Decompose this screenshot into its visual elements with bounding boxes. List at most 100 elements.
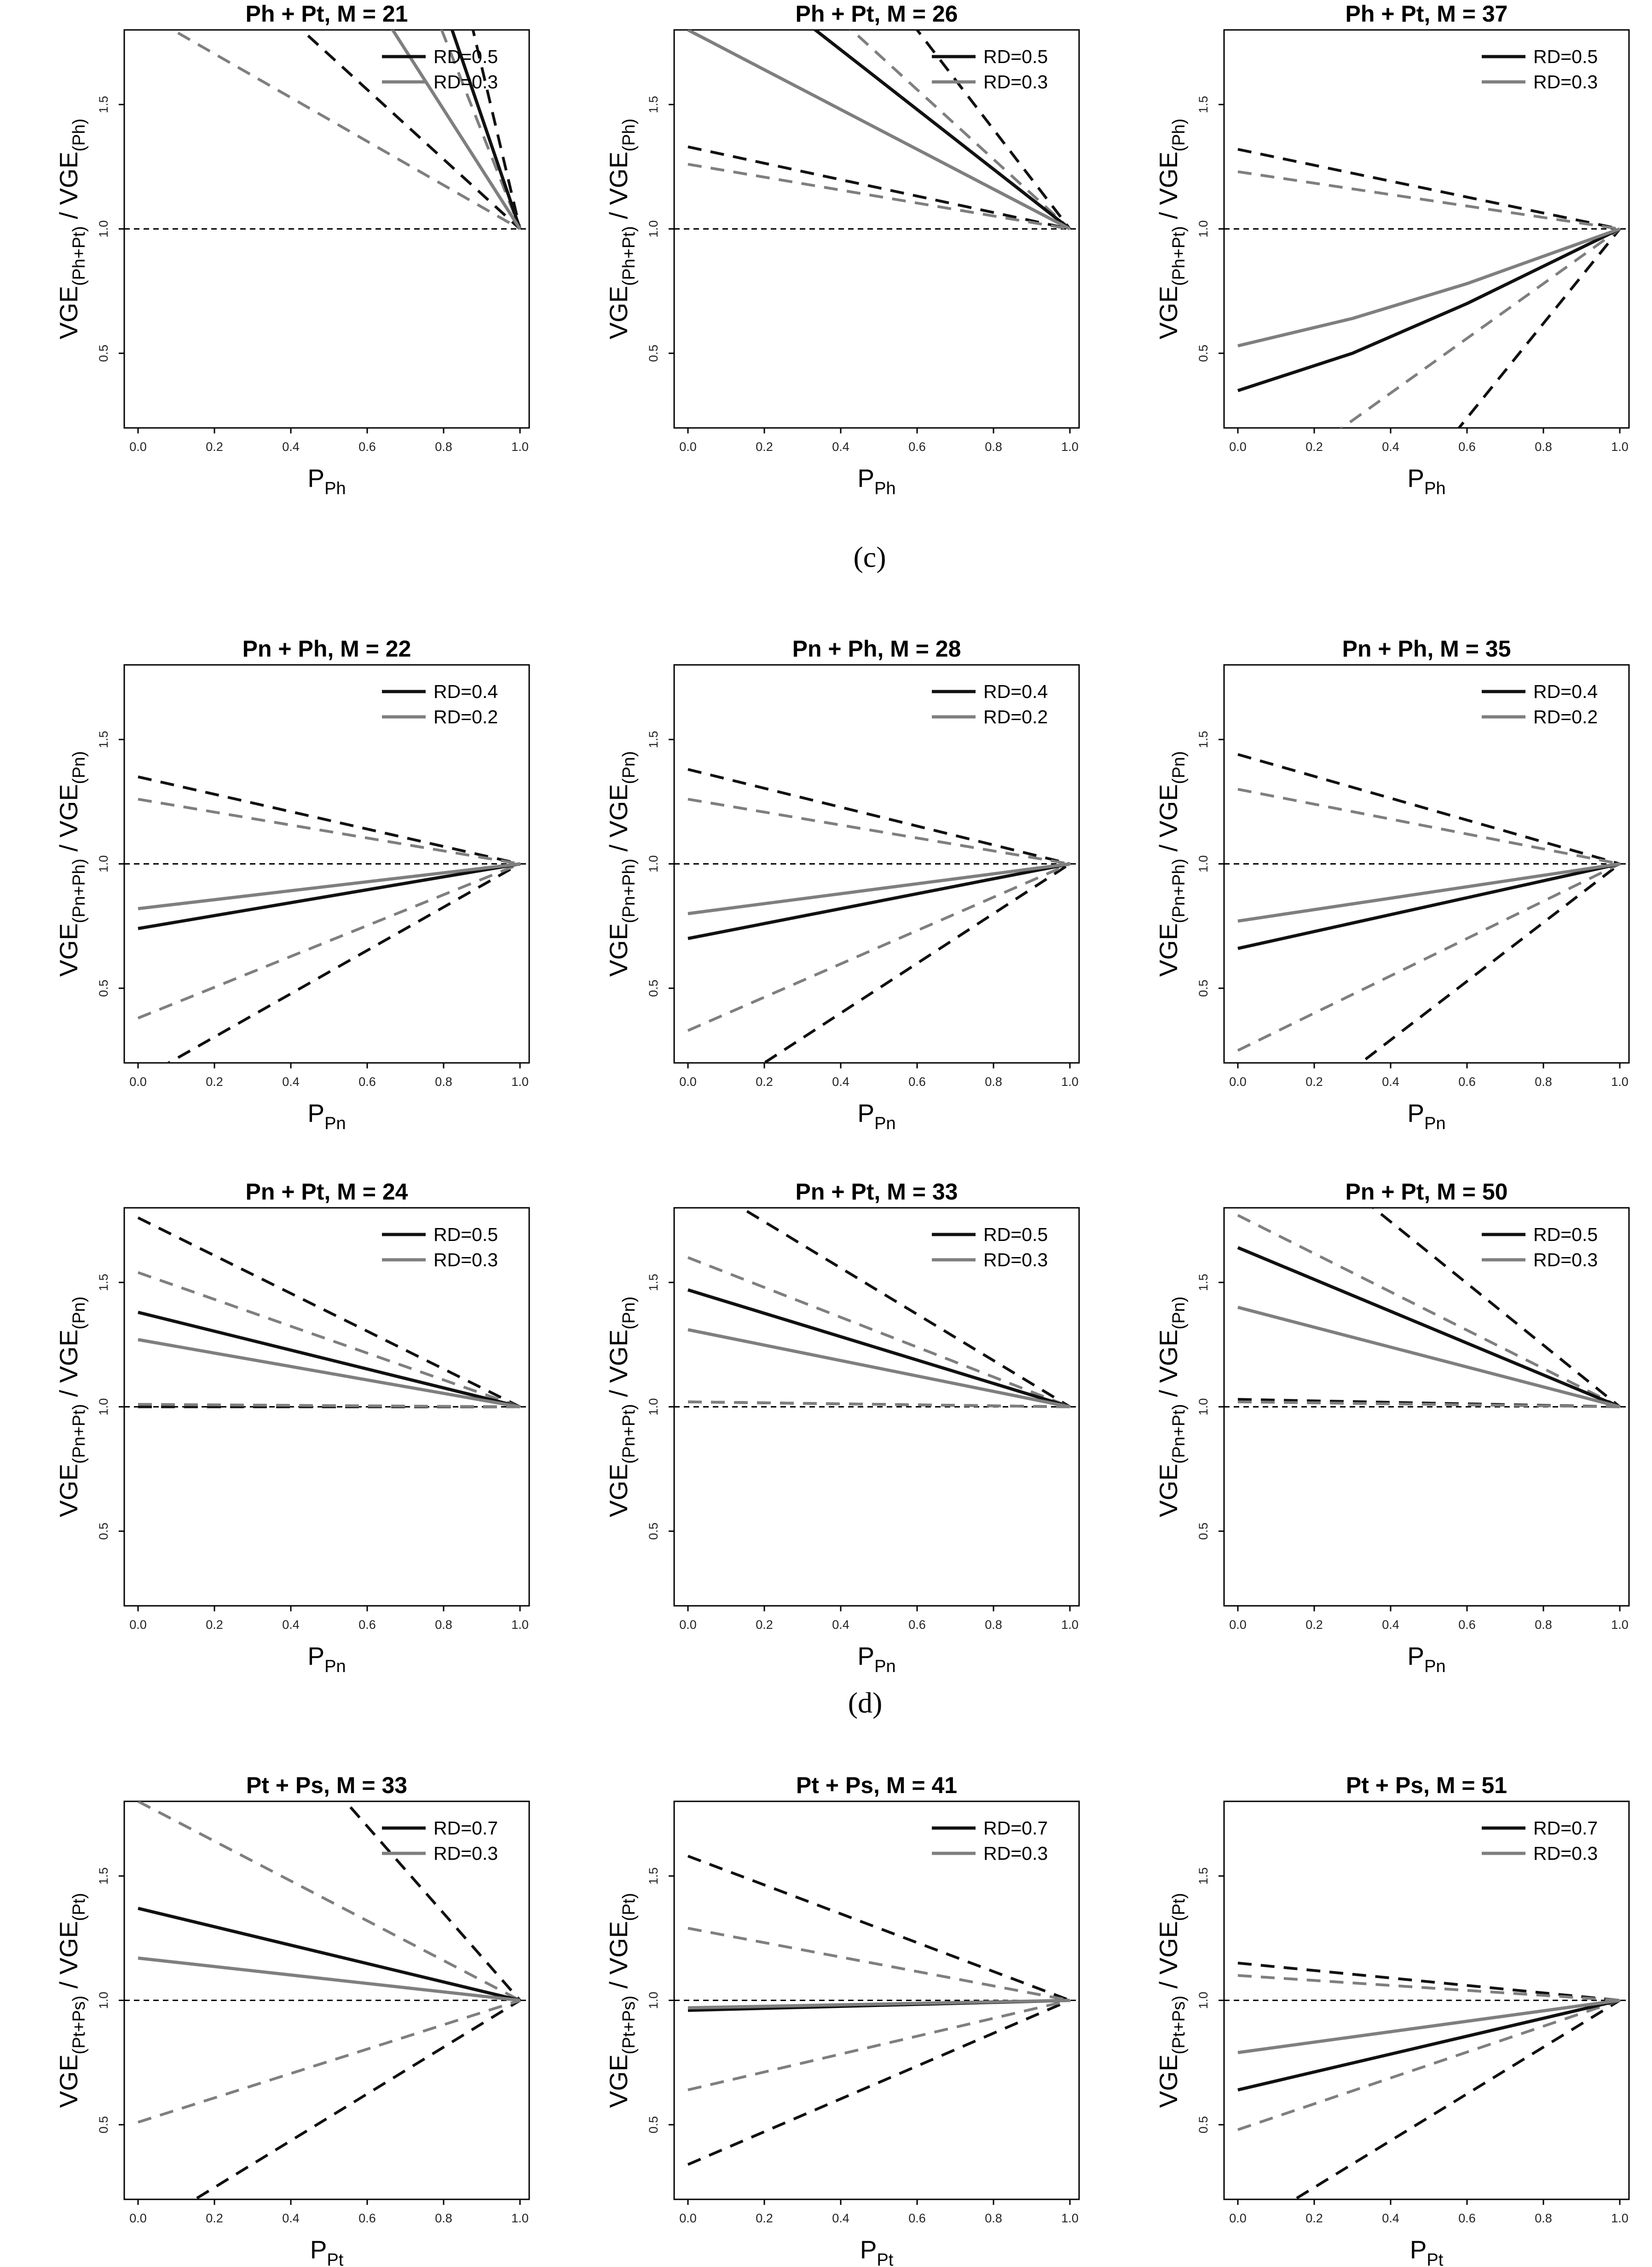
legend-label: RD=0.2 xyxy=(983,706,1048,727)
series-line xyxy=(739,1208,1071,1408)
chart-title: Ph + Pt, M = 37 xyxy=(1346,1,1508,27)
chart-panel-4: Pn + Ph, M = 22 0.0 0.2 0.4 0.6 0.8 1.0 0.5 1.0 1… xyxy=(54,636,530,1133)
y-tick-label: 1.5 xyxy=(1196,731,1210,748)
y-axis-label: VGE(Ph+Pt) / VGE(Ph) xyxy=(1154,119,1189,340)
x-axis-label-subscript: Pn xyxy=(324,1657,346,1676)
legend-label: RD=0.5 xyxy=(433,1224,498,1245)
y-axis-label-denominator: / VGE xyxy=(604,784,633,859)
x-tick-label: 0.0 xyxy=(129,1075,147,1089)
series-line xyxy=(687,1288,1071,1408)
y-tick-label: 1.5 xyxy=(647,731,660,748)
series-line xyxy=(192,1999,521,2199)
y-axis-label-denominator-subscript: (Pn) xyxy=(619,751,639,784)
x-tick-label: 0.0 xyxy=(1229,440,1247,454)
x-axis-label: PPn xyxy=(1407,1642,1445,1676)
plot-area xyxy=(124,1801,529,2199)
series-line xyxy=(687,30,1071,231)
legend: RD=0.7 RD=0.3 xyxy=(1482,1817,1598,1864)
x-axis-label: PPn xyxy=(307,1099,346,1133)
x-tick-label: 1.0 xyxy=(1061,2211,1079,2225)
legend-label: RD=0.3 xyxy=(433,1843,498,1864)
series-line xyxy=(138,862,520,930)
series-line xyxy=(1340,228,1621,428)
x-tick-label: 0.6 xyxy=(908,440,926,454)
chart-title: Pt + Ps, M = 51 xyxy=(1346,1772,1507,1798)
y-axis-label-denominator: / VGE xyxy=(1154,1921,1183,1996)
y-tick-label: 0.5 xyxy=(647,980,660,997)
y-tick-label: 1.0 xyxy=(1196,220,1210,238)
x-tick-label: 0.4 xyxy=(282,440,300,454)
y-tick-label: 1.0 xyxy=(97,1398,110,1416)
x-tick-label: 0.0 xyxy=(679,2211,697,2225)
plot-area xyxy=(1224,753,1629,1063)
x-axis-label-subscript: Pt xyxy=(327,2250,343,2267)
series-line xyxy=(1237,1961,1620,2002)
x-tick-label: 0.2 xyxy=(756,1618,773,1632)
x-tick-label: 0.8 xyxy=(1535,440,1552,454)
x-axis-label: PPn xyxy=(857,1099,895,1133)
x-tick-label: 0.0 xyxy=(1229,1075,1247,1089)
y-axis-label-denominator: / VGE xyxy=(54,151,83,226)
y-axis-label-denominator-subscript: (Pn) xyxy=(1169,1297,1189,1330)
series-line xyxy=(1292,1999,1621,2199)
x-tick-label: 1.0 xyxy=(511,2211,529,2225)
x-axis-label-main: P xyxy=(1407,464,1424,492)
y-tick-label: 1.0 xyxy=(647,855,660,873)
plot-area xyxy=(1224,1961,1629,2199)
y-axis-label: VGE(Pt+Ps) / VGE(Pt) xyxy=(54,1893,89,2108)
chart-title: Pt + Ps, M = 33 xyxy=(246,1772,407,1798)
series-line xyxy=(138,1956,520,2002)
y-tick-label: 0.5 xyxy=(1196,980,1210,997)
plot-area xyxy=(124,775,529,1063)
plot-area xyxy=(674,30,1079,231)
series-line xyxy=(762,862,1071,1063)
y-axis-label: VGE(Pn+Pt) / VGE(Pn) xyxy=(1154,1297,1189,1517)
x-tick-label: 0.2 xyxy=(206,440,223,454)
y-axis-label-denominator: / VGE xyxy=(604,151,633,226)
x-tick-label: 0.2 xyxy=(206,1618,223,1632)
series-line xyxy=(1237,1305,1620,1408)
y-tick-label: 1.0 xyxy=(647,1398,660,1416)
x-tick-label: 0.2 xyxy=(756,1075,773,1089)
series-line xyxy=(1237,1999,1620,2092)
series-line xyxy=(687,862,1070,916)
chart-panel-5: Pn + Ph, M = 28 0.0 0.2 0.4 0.6 0.8 1.0 0.5 1.0 1… xyxy=(604,636,1080,1133)
y-axis-label-denominator-subscript: (Pt) xyxy=(69,1893,89,1921)
x-tick-label: 0.6 xyxy=(358,1075,376,1089)
x-axis-label-main: P xyxy=(1407,1099,1424,1127)
series-line xyxy=(166,862,521,1063)
y-axis-label-denominator: / VGE xyxy=(604,1921,633,1996)
x-tick-label: 0.4 xyxy=(1382,440,1399,454)
x-tick-label: 0.6 xyxy=(358,2211,376,2225)
x-tick-label: 0.4 xyxy=(832,440,849,454)
series-line xyxy=(1237,148,1620,231)
y-tick-label: 0.5 xyxy=(647,2116,660,2134)
chart-title: Ph + Pt, M = 21 xyxy=(246,1,408,27)
series-line xyxy=(687,1999,1071,2166)
x-tick-label: 0.0 xyxy=(129,2211,147,2225)
panel-label-c: (c) xyxy=(853,541,886,573)
legend-label: RD=0.5 xyxy=(983,1224,1048,1245)
legend-label: RD=0.2 xyxy=(433,706,498,727)
legend-label: RD=0.2 xyxy=(1533,706,1598,727)
y-axis-label-denominator: / VGE xyxy=(1154,1329,1183,1404)
y-tick-label: 0.5 xyxy=(97,980,110,997)
y-axis-label-main: VGE xyxy=(604,286,633,339)
x-axis-label-subscript: Pt xyxy=(1427,2250,1443,2267)
x-tick-label: 0.8 xyxy=(985,440,1002,454)
x-tick-label: 0.8 xyxy=(435,2211,452,2225)
legend-label: RD=0.3 xyxy=(983,1249,1048,1270)
series-line xyxy=(138,862,520,911)
y-axis-label-numerator-subscript: (Pn+Pt) xyxy=(69,1404,89,1464)
y-axis-label: VGE(Ph+Pt) / VGE(Ph) xyxy=(54,119,89,340)
x-axis-label-subscript: Pn xyxy=(1424,1114,1445,1133)
x-tick-label: 0.4 xyxy=(282,1075,300,1089)
y-axis-label-denominator-subscript: (Pt) xyxy=(619,1893,639,1921)
legend: RD=0.5 RD=0.3 xyxy=(1482,46,1598,92)
x-tick-label: 0.0 xyxy=(679,440,697,454)
y-tick-label: 0.5 xyxy=(97,2116,110,2134)
x-axis-label: PPn xyxy=(857,1642,895,1676)
y-axis-label-denominator: / VGE xyxy=(54,1329,83,1404)
chart-title: Pn + Ph, M = 35 xyxy=(1342,636,1511,662)
